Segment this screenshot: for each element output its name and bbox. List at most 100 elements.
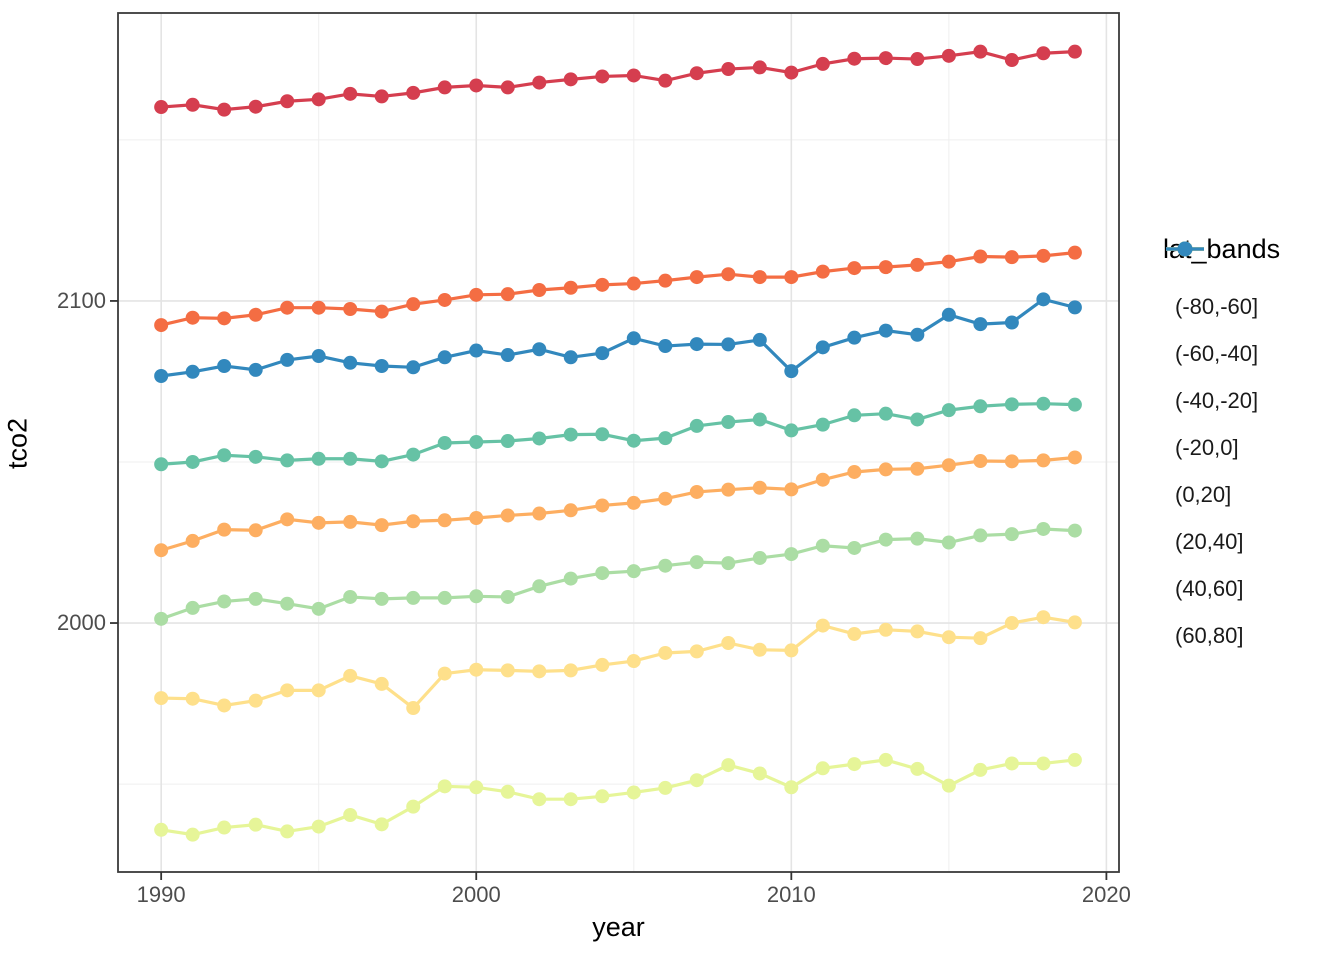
data-point-(60,80]-1995[interactable] [311,349,326,364]
data-point-(40,60]-1998[interactable] [406,447,421,462]
data-point-(-60,-40]-2013[interactable] [878,260,893,275]
data-point-(-80,-60]-2006[interactable] [658,73,673,88]
data-point-(40,60]-2018[interactable] [1036,396,1051,411]
data-point-(60,80]-2019[interactable] [1067,300,1082,315]
data-point-(-60,-40]-1996[interactable] [343,301,358,316]
data-point-(0,20]-1991[interactable] [185,827,200,842]
data-point-(60,80]-2008[interactable] [721,337,736,352]
data-point-(-60,-40]-2019[interactable] [1067,245,1082,260]
data-point-(40,60]-2013[interactable] [878,406,893,421]
data-point-(20,40]-2015[interactable] [941,535,956,550]
data-point-(-60,-40]-2015[interactable] [941,254,956,269]
data-point-(-40,-20]-2005[interactable] [626,495,641,510]
data-point-(0,20]-2019[interactable] [1067,752,1082,767]
data-point-(-40,-20]-1994[interactable] [280,512,295,527]
data-point-(20,40]-2017[interactable] [1004,527,1019,542]
data-point-(0,20]-1999[interactable] [437,779,452,794]
data-point-(60,80]-1992[interactable] [217,359,232,374]
data-point-(40,60]-2004[interactable] [595,427,610,442]
data-point-(0,20]-2007[interactable] [689,773,704,788]
data-point-(60,80]-2007[interactable] [689,337,704,352]
data-point-(0,20]-1992[interactable] [217,820,232,835]
data-point-(-60,-40]-1990[interactable] [154,318,169,333]
data-point-(20,40]-2005[interactable] [626,564,641,579]
data-point-(-20,0]-2003[interactable] [563,663,578,678]
data-point-(-60,-40]-2011[interactable] [815,264,830,279]
legend-item-(0,20][interactable]: (0,20] [1163,241,1280,518]
data-point-(-60,-40]-2010[interactable] [784,270,799,285]
data-point-(-40,-20]-2010[interactable] [784,482,799,497]
data-point-(-60,-40]-2001[interactable] [500,287,515,302]
data-point-(40,60]-2019[interactable] [1067,397,1082,412]
data-point-(-40,-20]-2014[interactable] [910,461,925,476]
data-point-(40,60]-1995[interactable] [311,451,326,466]
data-point-(40,60]-1997[interactable] [374,454,389,469]
data-point-(40,60]-1991[interactable] [185,454,200,469]
data-point-(60,80]-1996[interactable] [343,355,358,370]
data-point-(20,40]-2014[interactable] [910,531,925,546]
data-point-(-60,-40]-1995[interactable] [311,300,326,315]
data-point-(-40,-20]-1991[interactable] [185,533,200,548]
data-point-(20,40]-2010[interactable] [784,547,799,562]
data-point-(60,80]-1998[interactable] [406,360,421,375]
data-point-(20,40]-1994[interactable] [280,596,295,611]
data-point-(20,40]-2019[interactable] [1067,523,1082,538]
data-point-(-80,-60]-1991[interactable] [185,97,200,112]
data-point-(60,80]-1999[interactable] [437,350,452,365]
data-point-(60,80]-2010[interactable] [784,364,799,379]
data-point-(-60,-40]-1993[interactable] [248,307,263,322]
data-point-(60,80]-2013[interactable] [878,323,893,338]
data-point-(0,20]-2003[interactable] [563,792,578,807]
data-point-(40,60]-2011[interactable] [815,417,830,432]
data-point-(40,60]-1996[interactable] [343,451,358,466]
data-point-(20,40]-1991[interactable] [185,600,200,615]
data-point-(0,20]-1998[interactable] [406,799,421,814]
data-point-(0,20]-2015[interactable] [941,778,956,793]
data-point-(-80,-60]-2005[interactable] [626,68,641,83]
data-point-(0,20]-2005[interactable] [626,785,641,800]
data-point-(-20,0]-2002[interactable] [532,664,547,679]
data-point-(60,80]-1994[interactable] [280,352,295,367]
data-point-(20,40]-2002[interactable] [532,579,547,594]
data-point-(60,80]-2002[interactable] [532,342,547,357]
data-point-(0,20]-1996[interactable] [343,807,358,822]
data-point-(0,20]-1995[interactable] [311,819,326,834]
data-point-(-40,-20]-2012[interactable] [847,464,862,479]
data-point-(-80,-60]-1999[interactable] [437,80,452,95]
data-point-(0,20]-2016[interactable] [973,762,988,777]
data-point-(-20,0]-2004[interactable] [595,657,610,672]
data-point-(-80,-60]-1997[interactable] [374,89,389,104]
data-point-(0,20]-2010[interactable] [784,780,799,795]
data-point-(0,20]-1994[interactable] [280,824,295,839]
data-point-(60,80]-1990[interactable] [154,368,169,383]
data-point-(0,20]-2001[interactable] [500,784,515,799]
data-point-(-20,0]-2016[interactable] [973,631,988,646]
data-point-(40,60]-2012[interactable] [847,408,862,423]
data-point-(-60,-40]-2008[interactable] [721,267,736,282]
data-point-(0,20]-2002[interactable] [532,792,547,807]
data-point-(-60,-40]-2002[interactable] [532,282,547,297]
data-point-(-20,0]-2001[interactable] [500,663,515,678]
data-point-(20,40]-1999[interactable] [437,590,452,605]
data-point-(-60,-40]-2018[interactable] [1036,248,1051,263]
data-point-(-60,-40]-2006[interactable] [658,273,673,288]
data-point-(-80,-60]-1990[interactable] [154,100,169,115]
data-point-(-40,-20]-1999[interactable] [437,513,452,528]
data-point-(-60,-40]-2004[interactable] [595,277,610,292]
data-point-(60,80]-2009[interactable] [752,332,767,347]
data-point-(-20,0]-2007[interactable] [689,644,704,659]
data-point-(40,60]-2010[interactable] [784,423,799,438]
data-point-(-80,-60]-1995[interactable] [311,92,326,107]
data-point-(-60,-40]-1997[interactable] [374,304,389,319]
data-point-(0,20]-1997[interactable] [374,817,389,832]
data-point-(20,40]-2008[interactable] [721,556,736,571]
data-point-(-20,0]-1997[interactable] [374,676,389,691]
data-point-(-60,-40]-2000[interactable] [469,287,484,302]
data-point-(-40,-20]-2008[interactable] [721,482,736,497]
data-point-(20,40]-1992[interactable] [217,594,232,609]
data-point-(-40,-20]-1993[interactable] [248,523,263,538]
data-point-(-80,-60]-2000[interactable] [469,78,484,93]
data-point-(-80,-60]-2017[interactable] [1004,53,1019,68]
data-point-(0,20]-2012[interactable] [847,757,862,772]
data-point-(-40,-20]-2000[interactable] [469,511,484,526]
